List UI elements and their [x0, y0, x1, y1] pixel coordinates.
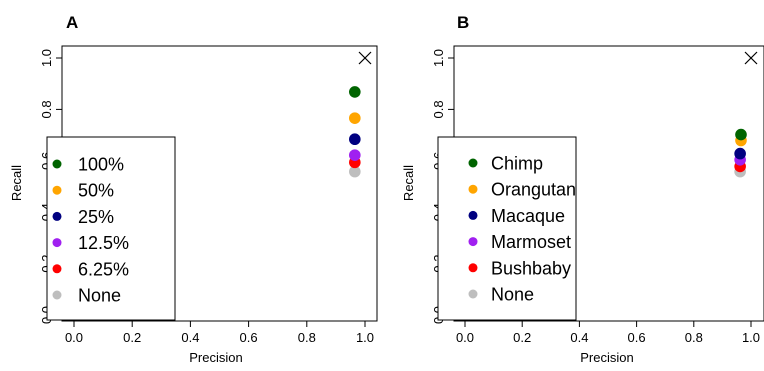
y-axis-title: Recall — [401, 165, 416, 201]
legend-item: Chimp — [468, 154, 543, 174]
x-tick-label: 1.0 — [742, 330, 760, 345]
legend-label: Marmoset — [491, 232, 571, 252]
x-tick-label: 0.4 — [181, 330, 199, 345]
data-points — [349, 86, 361, 178]
x-tick-label: 0.6 — [240, 330, 258, 345]
legend-label: Bushbaby — [491, 258, 571, 278]
x-tick-label: 0.0 — [456, 330, 474, 345]
legend-label: 25% — [78, 207, 114, 227]
data-point — [349, 165, 361, 178]
legend-label: Macaque — [491, 206, 565, 226]
legend-swatch — [52, 290, 62, 300]
legend-item: Bushbaby — [468, 258, 571, 278]
data-point — [349, 86, 361, 98]
legend-item: 25% — [52, 207, 114, 227]
data-point — [735, 128, 747, 141]
x-axis: 0.0 0.2 0.4 0.6 0.8 1.0 — [65, 320, 374, 345]
x-tick-label: 1.0 — [356, 330, 374, 345]
legend-swatch — [52, 159, 62, 169]
legend-swatch — [52, 238, 62, 248]
legend-swatch — [468, 263, 478, 273]
y-tick-label: 0.8 — [39, 100, 54, 118]
marker-stroke — [358, 51, 372, 65]
panel-a: A 0.0 0.2 0.4 0.6 0.8 1.0 Precision 0.0 0.2 0.4 0.6… — [9, 13, 378, 365]
data-points — [734, 128, 747, 178]
legend-label: None — [491, 285, 534, 305]
data-point — [349, 133, 361, 146]
x-tick-label: 0.4 — [570, 330, 588, 345]
legend-swatch — [52, 264, 62, 274]
legend-item: 6.25% — [52, 259, 129, 279]
legend-swatch — [468, 210, 478, 220]
legend-label: 6.25% — [78, 259, 129, 279]
legend-swatch — [468, 237, 478, 247]
x-tick-label: 0.2 — [513, 330, 531, 345]
legend-box — [46, 136, 176, 321]
x-axis-title: Precision — [189, 350, 242, 365]
y-tick-label: 0.8 — [431, 100, 446, 118]
legend-label: 50% — [78, 181, 114, 201]
reference-marker — [744, 51, 758, 65]
x-tick-label: 0.2 — [123, 330, 141, 345]
legend-item: Orangutan — [468, 180, 576, 200]
legend-item: Marmoset — [468, 232, 571, 252]
legend: 100% 50% 25% 12.5% 6.25% None — [46, 136, 176, 321]
legend-swatch — [468, 158, 478, 168]
legend-label: 100% — [78, 155, 124, 175]
x-tick-label: 0.8 — [298, 330, 316, 345]
legend-label: None — [78, 286, 121, 306]
reference-marker — [358, 51, 372, 65]
legend-label: 12.5% — [78, 233, 129, 253]
panel-b: B 0.0 0.2 0.4 0.6 0.8 1.0 Precision 0.0 0.2 0.4 0.6… — [401, 13, 764, 365]
legend-box — [437, 136, 577, 321]
data-point — [349, 149, 361, 161]
legend-item: 12.5% — [52, 233, 129, 253]
x-axis-title: Precision — [580, 350, 633, 365]
panel-label: B — [457, 13, 469, 32]
x-axis: 0.0 0.2 0.4 0.6 0.8 1.0 — [456, 320, 760, 345]
x-tick-label: 0.6 — [628, 330, 646, 345]
legend-item: None — [468, 285, 534, 305]
legend-swatch — [52, 211, 62, 221]
data-point — [349, 112, 361, 124]
y-tick-label: 1.0 — [39, 49, 54, 67]
legend-item: 100% — [52, 155, 124, 175]
legend-swatch — [468, 184, 478, 194]
legend-item: None — [52, 286, 121, 306]
legend-label: Chimp — [491, 154, 543, 174]
panel-label: A — [66, 13, 78, 32]
legend-item: 50% — [52, 181, 114, 201]
legend-label: Orangutan — [491, 180, 576, 200]
x-tick-label: 0.8 — [685, 330, 703, 345]
data-point — [734, 147, 746, 160]
x-tick-label: 0.0 — [65, 330, 83, 345]
legend: Chimp Orangutan Macaque Marmoset Bushbaby Non… — [437, 136, 577, 321]
legend-item: Macaque — [468, 206, 565, 226]
y-axis-title: Recall — [9, 165, 24, 201]
marker-stroke — [744, 51, 758, 65]
y-tick-label: 1.0 — [431, 49, 446, 67]
legend-swatch — [52, 185, 62, 195]
legend-swatch — [468, 289, 478, 299]
